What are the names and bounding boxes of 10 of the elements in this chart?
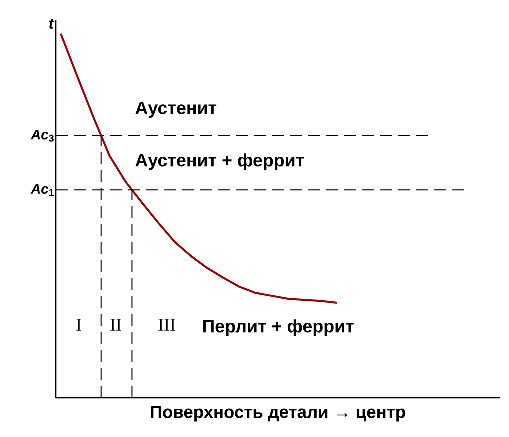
annotation: III	[158, 319, 176, 331]
annotation: II	[110, 319, 122, 331]
annotation: Аустенит + феррит	[136, 154, 304, 170]
ref-line-label: Ac$_{1}$	[30, 184, 54, 196]
ref-line-label: Ac$_{3}$	[30, 130, 54, 142]
annotation: I	[76, 319, 82, 331]
y-axis-title: t	[49, 19, 54, 29]
x-axis-title: Поверхность детали → центр	[151, 406, 406, 422]
annotation: Перлит + феррит	[203, 320, 354, 336]
annotation: Аустенит	[136, 102, 217, 118]
